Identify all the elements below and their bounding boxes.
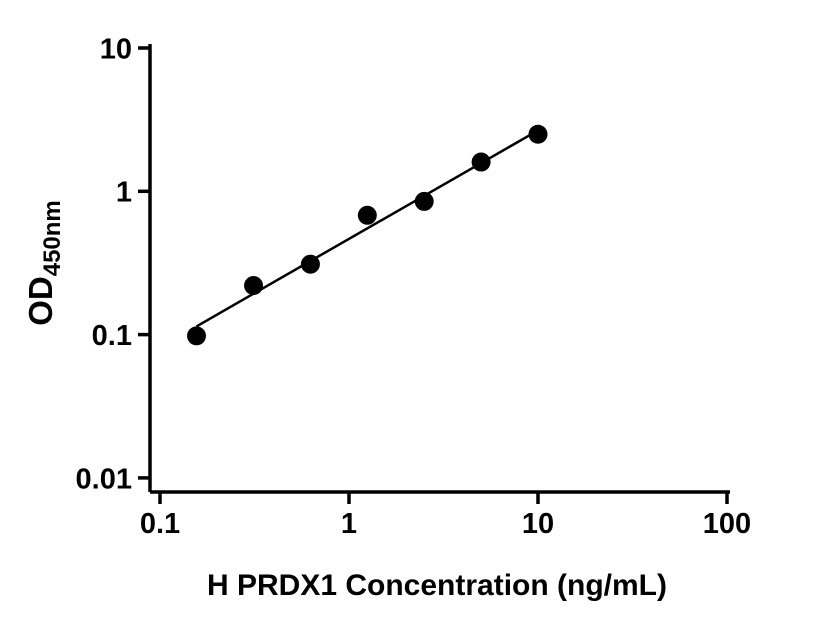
data-point	[471, 152, 491, 172]
y-tick-label: 0.1	[92, 320, 132, 352]
tick-marks	[138, 46, 729, 504]
axes	[148, 44, 730, 494]
x-axis-title: H PRDX1 Concentration (ng/mL)	[207, 569, 667, 602]
data-point	[414, 191, 434, 211]
data-point	[357, 205, 377, 225]
y-tick-label: 0.01	[76, 463, 132, 495]
x-tick-label: 10	[522, 508, 554, 540]
y-axis-title-subscript: 450nm	[39, 200, 66, 276]
data-series	[187, 124, 548, 346]
y-tick-label: 10	[100, 33, 132, 65]
data-point	[528, 124, 548, 144]
x-tick-label: 1	[341, 508, 357, 540]
y-tick-label: 1	[116, 177, 132, 209]
y-axis-title: OD450nm	[22, 200, 66, 326]
data-point	[300, 254, 320, 274]
svg-text:OD450nm: OD450nm	[22, 200, 66, 326]
data-point	[244, 276, 264, 296]
y-axis-title-main: OD	[22, 276, 59, 326]
data-point	[187, 326, 207, 346]
x-tick-label: 100	[703, 508, 751, 540]
x-tick-label: 0.1	[140, 508, 180, 540]
